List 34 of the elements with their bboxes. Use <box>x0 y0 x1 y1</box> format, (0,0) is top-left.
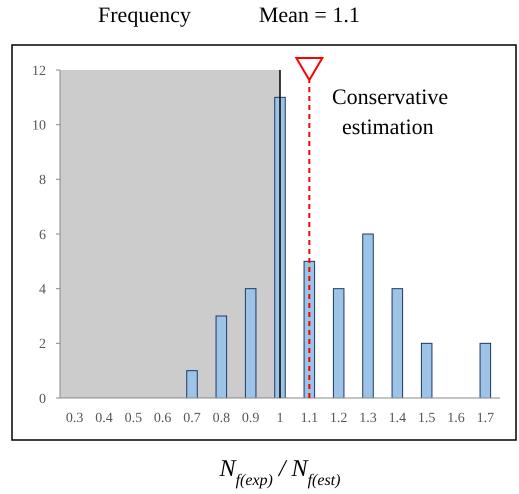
y-tick-label: 6 <box>39 228 46 243</box>
y-tick-label: 2 <box>39 337 46 352</box>
x-tick-label: 0.8 <box>212 411 230 426</box>
y-tick-label: 0 <box>39 392 46 407</box>
bar <box>362 234 374 398</box>
x-tick-label: 0.4 <box>95 411 113 426</box>
y-tick-label: 10 <box>32 118 46 134</box>
y-tick-label: 12 <box>32 64 46 79</box>
x-tick-label: 0.7 <box>183 411 201 426</box>
bar <box>216 316 228 398</box>
bar <box>186 370 198 398</box>
x-tick-label: 0.9 <box>242 411 260 426</box>
x-tick-label: 1.4 <box>388 411 406 426</box>
bar <box>332 288 344 398</box>
x-tick-label: 0.3 <box>66 411 84 426</box>
x-tick-label: 1.7 <box>476 411 494 426</box>
x-tick-label: 0.5 <box>124 411 142 426</box>
x-axis-title: N$_{f(exp)}$ / N$_{f(est)}$ <box>218 456 340 488</box>
x-tick-label: 1.2 <box>330 411 348 426</box>
y-tick-label: 8 <box>39 173 46 188</box>
bar <box>244 288 256 398</box>
bar <box>392 288 404 398</box>
x-tick-label: 1 <box>276 411 284 426</box>
bar <box>420 342 432 398</box>
x-tick-label: 1.5 <box>418 411 436 426</box>
bar <box>480 342 492 398</box>
y-axis-title: Frequency <box>98 2 191 27</box>
x-tick-label: 1.3 <box>359 411 377 426</box>
x-tick-label: 1.6 <box>447 411 465 426</box>
annotation: Conservative estimation <box>332 84 448 139</box>
ref-line-label: Mean = 1.1 <box>258 2 360 27</box>
x-tick-label: 1.1 <box>300 411 318 426</box>
y-tick-label: 4 <box>39 282 46 298</box>
x-tick-label: 0.6 <box>154 411 172 426</box>
